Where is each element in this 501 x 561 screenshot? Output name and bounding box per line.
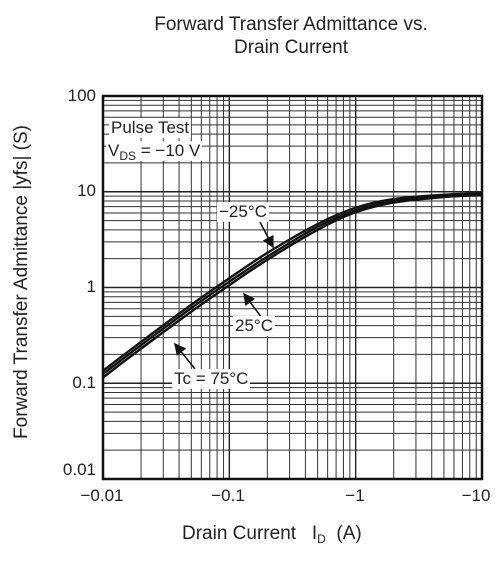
- x-axis-label-main: Drain Current: [182, 523, 296, 544]
- condition-vds-symbol: V: [108, 141, 119, 160]
- y-tick-label: 0.1: [36, 373, 96, 393]
- x-axis-label-unit: (A): [336, 523, 361, 544]
- series-label-25: 25°C: [233, 316, 275, 336]
- y-tick-label: 1: [36, 277, 96, 297]
- y-axis-label: Forward Transfer Admittance |yfs| (S): [11, 125, 33, 439]
- condition-vds-subscript: DS: [119, 149, 136, 163]
- series-label-75: Tc = 75°C: [172, 369, 250, 389]
- y-tick-label: 10: [36, 181, 96, 201]
- condition-vds: VDS = −10 V: [106, 141, 202, 161]
- x-tick-label: −0.1: [198, 486, 258, 506]
- x-tick-label: −10: [446, 486, 501, 506]
- series-leader-arrow-1: [244, 294, 262, 318]
- series-line-0: [103, 193, 482, 370]
- series-line-1: [103, 194, 482, 374]
- x-axis-label-subscript: D: [317, 532, 326, 546]
- series-line-2: [103, 195, 482, 377]
- y-tick-label: 0.01: [36, 460, 96, 480]
- condition-pulse-test: Pulse Test: [109, 118, 191, 138]
- condition-vds-value: = −10 V: [136, 141, 200, 160]
- x-axis-label: Drain Current ID (A): [182, 523, 362, 545]
- series-leader-arrow-0: [260, 222, 273, 247]
- y-tick-label: 100: [36, 86, 96, 106]
- x-tick-label: −1: [325, 486, 385, 506]
- series-label-minus25: −25°C: [217, 202, 269, 222]
- x-tick-label: −0.01: [72, 486, 132, 506]
- series-leader-arrow-2: [175, 344, 195, 369]
